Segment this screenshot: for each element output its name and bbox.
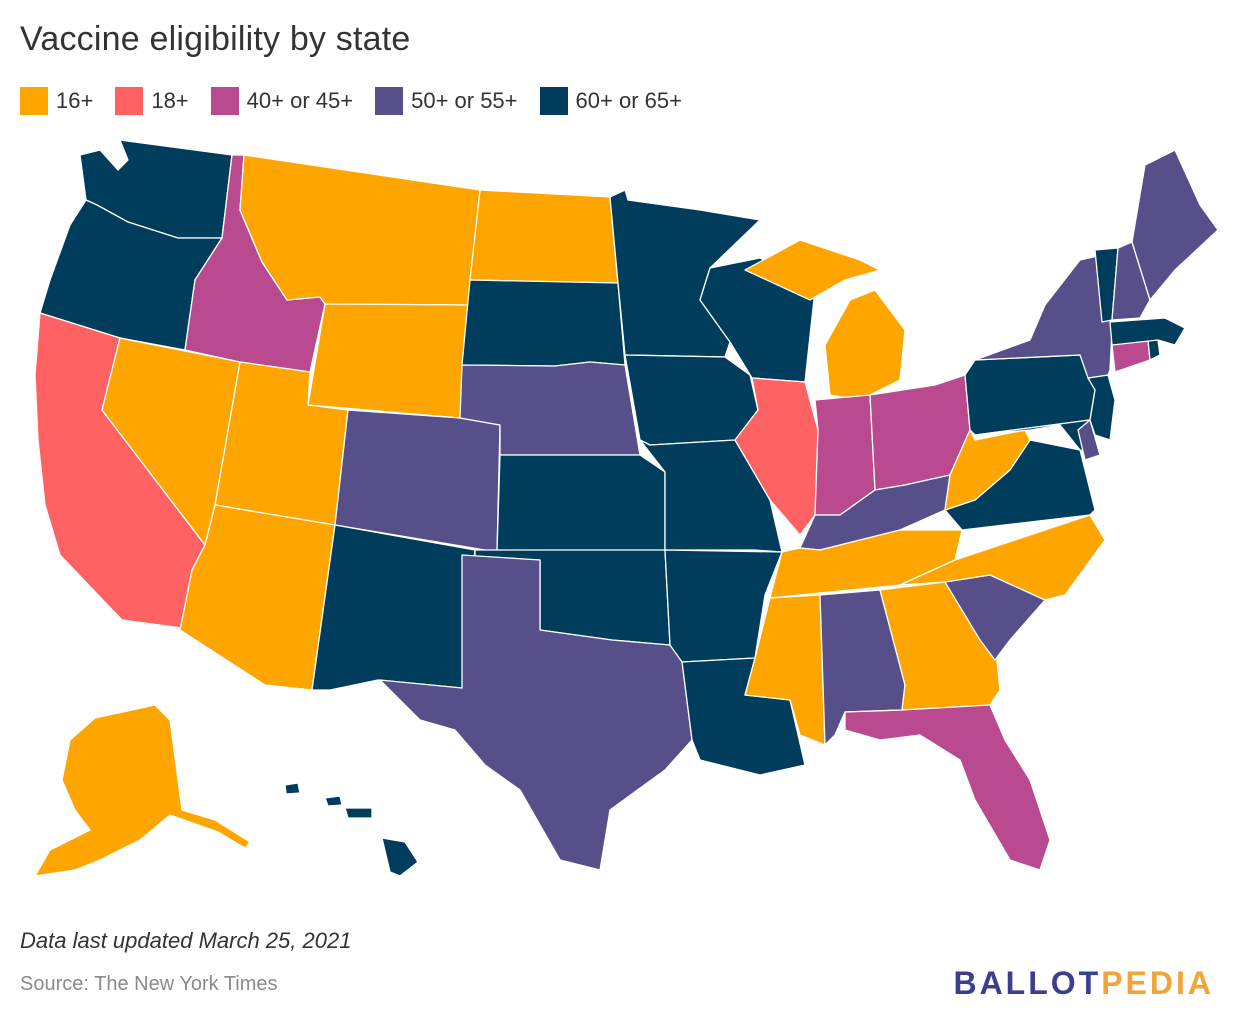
legend-item-18: 18+ — [115, 87, 189, 115]
state-NH[interactable] — [1111, 241, 1151, 321]
legend-swatch — [539, 87, 568, 115]
legend-label: 16+ — [56, 88, 94, 113]
ballotpedia-logo[interactable]: BALLOTPEDIA — [953, 965, 1214, 1002]
legend-label: 60+ or 65+ — [575, 88, 682, 113]
state-NM[interactable] — [311, 524, 476, 691]
chart-title: Vaccine eligibility by state — [20, 20, 411, 58]
state-ND[interactable] — [469, 189, 619, 284]
state-SD[interactable] — [461, 279, 626, 367]
state-WV[interactable] — [944, 429, 1031, 511]
state-IA[interactable] — [624, 354, 759, 446]
state-ME[interactable] — [1131, 149, 1219, 301]
us-map — [34, 139, 1219, 877]
legend-swatch — [210, 87, 239, 115]
legend-swatch — [115, 87, 144, 115]
legend-label: 18+ — [151, 88, 189, 113]
legend-swatch — [375, 87, 404, 115]
state-FL[interactable] — [844, 704, 1051, 871]
legend-label: 40+ or 45+ — [246, 88, 354, 113]
last-updated-note: Data last updated March 25, 2021 — [20, 928, 352, 953]
state-MA[interactable] — [1109, 317, 1186, 346]
state-MT[interactable] — [239, 154, 481, 306]
state-NC[interactable] — [899, 514, 1106, 601]
state-DE[interactable] — [1077, 419, 1101, 461]
legend-item-60-65: 60+ or 65+ — [539, 87, 682, 115]
legend-item-40-45: 40+ or 45+ — [210, 87, 354, 115]
state-TX[interactable] — [379, 554, 693, 871]
legend-swatch — [20, 87, 48, 115]
state-AK[interactable] — [34, 704, 251, 877]
state-MI[interactable] — [744, 239, 906, 401]
state-HI[interactable] — [284, 782, 419, 877]
state-KS[interactable] — [496, 454, 666, 553]
logo-part-1: BALLOT — [953, 965, 1102, 1001]
state-RI[interactable] — [1147, 339, 1161, 361]
legend-label: 50+ or 55+ — [411, 88, 518, 113]
legend-item-16: 16+ — [20, 87, 93, 115]
state-IL[interactable] — [734, 377, 819, 536]
legend: 16+ 18+ 40+ or 45+ 50+ or 55+ 60+ or 65+ — [20, 86, 704, 116]
state-WY[interactable] — [307, 303, 471, 419]
legend-item-50-55: 50+ or 55+ — [375, 87, 518, 115]
state-NJ[interactable] — [1087, 374, 1116, 441]
source-text: Source: The New York Times — [20, 973, 278, 995]
logo-part-2: PEDIA — [1101, 965, 1214, 1001]
